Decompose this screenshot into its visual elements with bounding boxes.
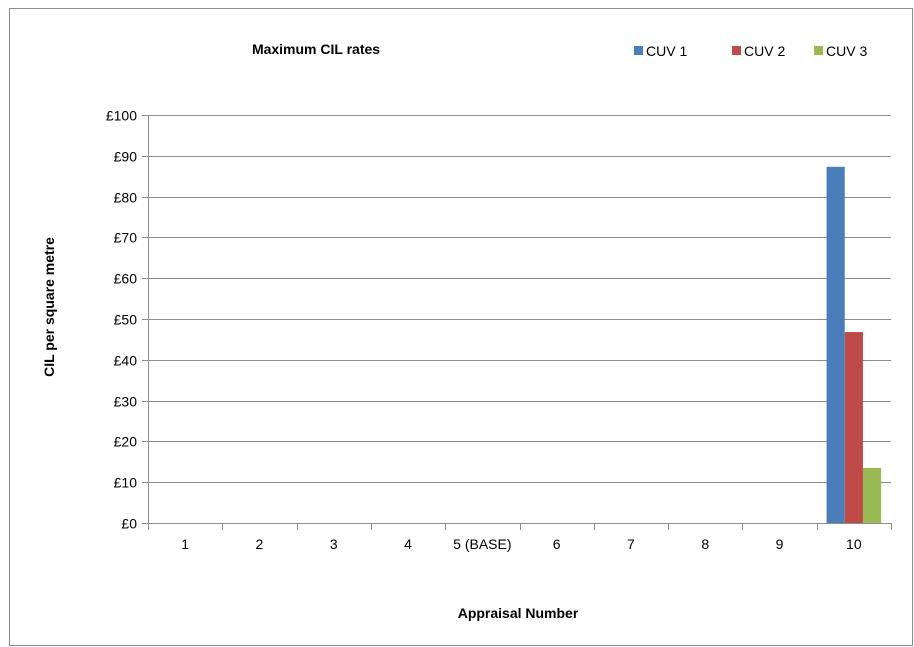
x-axis-ticks: 1 2 3 4 5 (BASE) 6 7 8 9 10 [148, 523, 892, 552]
x-tick-label: 10 [846, 536, 862, 552]
bar [862, 467, 882, 523]
bar [844, 332, 863, 523]
axes [148, 115, 891, 524]
y-tick-label: £70 [114, 230, 138, 246]
y-tick-label: £40 [114, 353, 138, 369]
chart-title: Maximum CIL rates [252, 41, 380, 57]
x-tick-label: 3 [330, 536, 338, 552]
y-tick-label: £30 [114, 394, 138, 410]
legend-label: CUV 2 [744, 43, 785, 59]
x-tick-label: 2 [256, 536, 264, 552]
legend-label: CUV 1 [646, 43, 687, 59]
y-axis-title: CIL per square metre [41, 237, 57, 377]
y-tick-label: £50 [114, 312, 138, 328]
legend-swatch [732, 46, 741, 55]
y-tick-label: £20 [114, 434, 138, 450]
x-tick-label: 7 [627, 536, 635, 552]
bars [826, 166, 882, 524]
x-tick-label: 4 [404, 536, 412, 552]
legend-swatch [634, 46, 643, 55]
y-axis-ticks: £0 £10 £20 £30 £40 £50 £60 £70 £80 £90 £100 [106, 108, 148, 532]
x-tick-label: 6 [553, 536, 561, 552]
x-tick-label: 9 [776, 536, 784, 552]
legend: CUV 1 CUV 2 CUV 3 [634, 43, 867, 59]
y-tick-label: £0 [121, 516, 137, 532]
x-tick-label: 1 [181, 536, 189, 552]
legend-label: CUV 3 [826, 43, 867, 59]
gridlines [148, 115, 891, 483]
y-tick-label: £100 [106, 108, 137, 124]
chart-frame [9, 8, 913, 646]
y-tick-label: £90 [114, 149, 138, 165]
x-axis-title: Appraisal Number [458, 605, 579, 621]
y-tick-label: £80 [114, 190, 138, 206]
y-tick-label: £60 [114, 271, 138, 287]
legend-swatch [814, 46, 823, 55]
y-tick-label: £10 [114, 475, 138, 491]
bar [826, 166, 845, 524]
x-tick-label: 8 [701, 536, 709, 552]
x-tick-label: 5 (BASE) [453, 536, 511, 552]
